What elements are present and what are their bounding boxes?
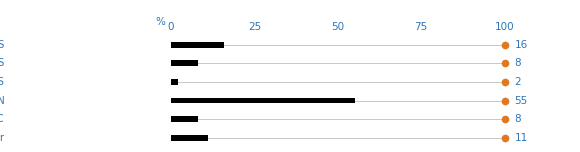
Text: 11: 11 xyxy=(514,133,528,143)
Bar xyxy=(171,116,198,122)
Bar xyxy=(171,42,224,48)
Text: 16: 16 xyxy=(514,40,528,50)
Text: WACKER BIOSOLUTIONS: WACKER BIOSOLUTIONS xyxy=(0,77,5,87)
Text: WACKER SILICONES: WACKER SILICONES xyxy=(0,40,5,50)
Text: SILTRONIC: SILTRONIC xyxy=(0,114,5,124)
Text: 8: 8 xyxy=(514,114,521,124)
Text: 8: 8 xyxy=(514,58,521,68)
Bar xyxy=(171,98,354,104)
Text: WACKER POLYSILICON: WACKER POLYSILICON xyxy=(0,95,5,105)
Bar xyxy=(171,135,208,141)
Bar xyxy=(171,60,198,66)
Text: 2: 2 xyxy=(514,77,521,87)
Bar xyxy=(171,79,177,85)
Text: 55: 55 xyxy=(514,95,528,105)
Text: %: % xyxy=(155,17,165,27)
Text: WACKER POLYMERS: WACKER POLYMERS xyxy=(0,58,5,68)
Text: Infrastructure/Other: Infrastructure/Other xyxy=(0,133,5,143)
